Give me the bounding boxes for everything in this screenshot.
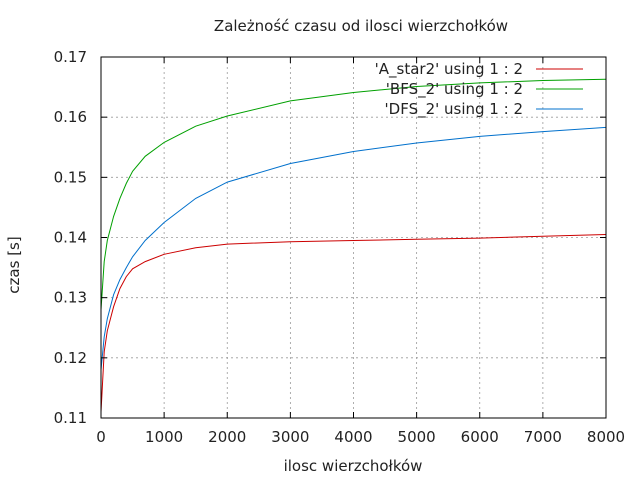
x-tick-label: 8000 (587, 428, 625, 446)
legend: 'A_star2' using 1 : 2'BFS_2' using 1 : 2… (375, 60, 583, 119)
series-line-3 (100, 126, 607, 370)
grid (101, 57, 606, 418)
y-tick-label: 0.12 (54, 349, 87, 367)
legend-entry-label: 'A_star2' using 1 : 2 (375, 60, 523, 79)
series-line-2 (100, 78, 607, 310)
series-group (100, 78, 607, 413)
y-axis-label: czas [s] (5, 236, 23, 293)
x-tick-label: 5000 (398, 428, 436, 446)
y-tick-label: 0.17 (54, 48, 87, 66)
legend-entry-label: 'BFS_2' using 1 : 2 (386, 80, 523, 99)
y-tick-label: 0.14 (54, 229, 87, 247)
x-tick-label: 1000 (145, 428, 183, 446)
x-tick-label: 6000 (461, 428, 499, 446)
y-tick-label: 0.11 (54, 409, 87, 427)
y-tick-label: 0.16 (54, 108, 87, 126)
x-tick-label: 0 (96, 428, 106, 446)
y-tick-label: 0.13 (54, 289, 87, 307)
x-tick-label: 2000 (208, 428, 246, 446)
x-axis-label: ilosc wierzchołków (284, 457, 423, 475)
chart-title: Zależność czasu od ilosci wierzchołków (214, 17, 508, 35)
y-tick-label: 0.15 (54, 168, 87, 186)
x-tick-label: 3000 (271, 428, 309, 446)
x-tick-label: 4000 (334, 428, 372, 446)
plot-frame (100, 56, 607, 419)
axis-ticks: 0 1000 2000 3000 4000 5000 6000 7000 8000 0.11 0.1… (54, 48, 626, 446)
legend-entry-label: 'DFS_2' using 1 : 2 (385, 100, 523, 119)
x-tick-label: 7000 (524, 428, 562, 446)
series-line-1 (100, 234, 607, 413)
